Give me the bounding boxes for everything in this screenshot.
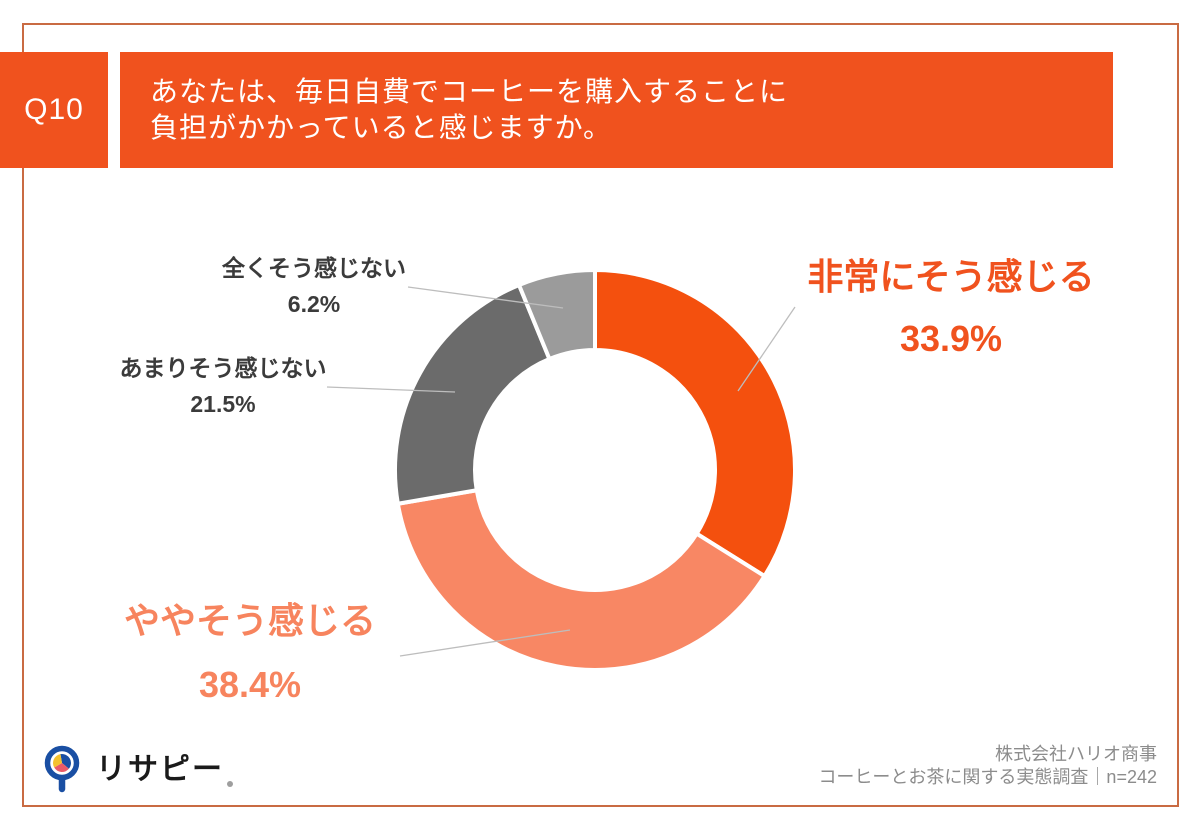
logo-pie bbox=[53, 754, 71, 772]
donut-segment-0 bbox=[593, 268, 797, 579]
callout-somewhat-agree-value: 38.4% bbox=[198, 664, 302, 705]
logo-pie-slice-pie_pink bbox=[54, 763, 69, 772]
callout-strongly-agree-value: 33.9% bbox=[899, 318, 1003, 359]
callout-strongly-agree: 非常にそう感じる 33.9% bbox=[795, 246, 1107, 370]
research-brand-logo: リサピー bbox=[43, 744, 233, 796]
credit-company: 株式会社ハリオ商事 bbox=[995, 744, 1157, 764]
logo-pie-slice-pie_yellow bbox=[53, 754, 62, 768]
donut-segment-3 bbox=[517, 268, 597, 361]
slide-border-frame bbox=[22, 23, 1179, 807]
logo-trademark-dot bbox=[227, 781, 233, 787]
question-number-box: Q10 bbox=[0, 52, 108, 168]
question-text-line1: あなたは、毎日自費でコーヒーを購入することに bbox=[150, 76, 789, 107]
question-number-label: Q10 bbox=[24, 93, 84, 126]
callout-not-really-value: 21.5% bbox=[190, 391, 256, 417]
callout-not-at-all: 全くそう感じない 6.2% bbox=[194, 250, 434, 322]
logo-brand-text: リサピー bbox=[96, 753, 224, 786]
leader-line-somewhat-agree bbox=[399, 629, 571, 657]
leader-line-not-really bbox=[326, 386, 456, 393]
leader-line-not-at-all bbox=[407, 286, 564, 309]
donut-segments bbox=[393, 268, 797, 672]
callout-not-at-all-value: 6.2% bbox=[287, 291, 341, 317]
credit-survey-name: コーヒーとお茶に関する実態調査｜n=242 bbox=[818, 767, 1157, 787]
callout-somewhat-agree: ややそう感じる 38.4% bbox=[90, 589, 410, 717]
leader-line-strongly-agree bbox=[737, 306, 796, 392]
leader-lines bbox=[326, 286, 796, 657]
donut-segment-1 bbox=[395, 488, 767, 672]
question-banner: あなたは、毎日自費でコーヒーを購入することに 負担がかかっていると感じますか。 bbox=[120, 52, 1113, 168]
logo-pie-slice-pie_navy bbox=[60, 754, 71, 769]
callout-strongly-agree-label: 非常にそう感じる bbox=[807, 256, 1095, 297]
question-text-line2: 負担がかかっていると感じますか。 bbox=[150, 112, 613, 143]
callout-somewhat-agree-label: ややそう感じる bbox=[123, 600, 376, 641]
callout-not-at-all-label: 全くそう感じない bbox=[222, 255, 406, 281]
callout-not-really: あまりそう感じない 21.5% bbox=[93, 350, 353, 422]
survey-credits: 株式会社ハリオ商事 コーヒーとお茶に関する実態調査｜n=242 bbox=[818, 743, 1157, 789]
donut-segment-2 bbox=[393, 282, 552, 506]
pie-magnifier-logo-icon bbox=[44, 745, 80, 793]
callout-not-really-label: あまりそう感じない bbox=[119, 355, 327, 381]
